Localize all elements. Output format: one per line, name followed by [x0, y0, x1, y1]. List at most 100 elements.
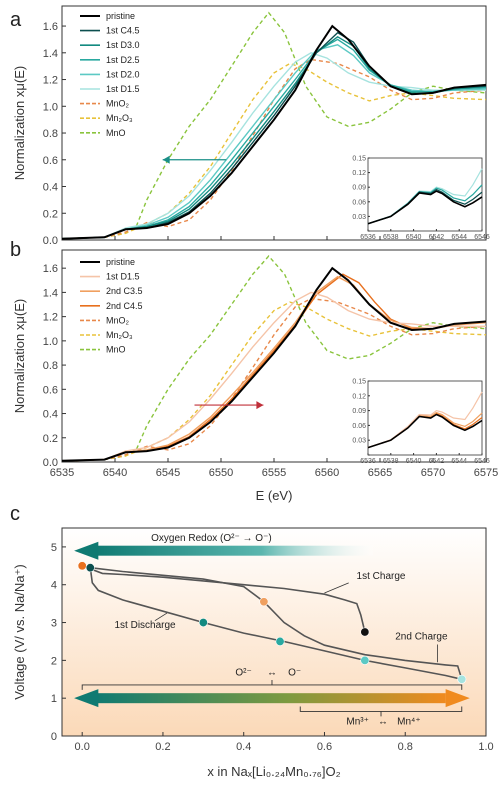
inset-y-tick-label: 0.06: [352, 423, 366, 430]
first-discharge-label: 1st Discharge: [114, 620, 176, 631]
x-tick-label: 6560: [315, 467, 339, 479]
inset-x-tick-label: 6546: [474, 234, 490, 241]
inset-x-tick-label: 6538: [383, 234, 399, 241]
y-tick-label: 0.4: [43, 182, 58, 194]
inset-x-tick-label: 6536: [360, 234, 376, 241]
x-tick-label: 0.4: [236, 741, 251, 753]
inset-y-tick-label: 0.12: [352, 393, 366, 400]
inset-y-tick-label: 0.15: [352, 156, 366, 163]
legend-label: 1st D2.5: [106, 55, 140, 65]
y-tick-label: 0.2: [43, 433, 58, 445]
y-tick-label: 1: [51, 693, 57, 705]
inset-b: 6536 6538 6540 6542 6544 6546 0.03 0.06 0.09 0.12…: [352, 379, 490, 466]
inset-a: 6536 6538 6540 6542 6544 6546 0.03 0.06 0.09 0.12…: [352, 156, 490, 242]
inset-series-line-1: [367, 391, 483, 449]
panel-c: 0.0 0.2 0.4 0.6 0.8 1.0 0 1 2 3 4 5 Oxygen Redox (O…: [51, 527, 494, 753]
x-axis-title-ab: E (eV): [256, 488, 293, 503]
state-marker: [360, 655, 370, 665]
series-line-b-6: [61, 255, 487, 462]
state-marker: [77, 561, 87, 571]
inset-series-line-0: [367, 190, 483, 225]
series-line-b-4: [61, 297, 487, 462]
series-line-a-4: [61, 44, 487, 240]
inset-x-tick-label: 6544: [451, 458, 467, 465]
first-charge-pointer: [324, 582, 349, 594]
series-line-a-8: [61, 11, 487, 240]
x-tick-label: 6550: [209, 467, 233, 479]
o-left-label: O²⁻: [235, 667, 251, 678]
legend-label: MnO₂: [106, 315, 130, 325]
inset-y-tick-label: 0.06: [352, 199, 366, 206]
inset-x-tick-label: 6544: [451, 234, 467, 241]
y-tick-label: 1.4: [43, 287, 58, 299]
redox-arrows-c: [74, 541, 470, 717]
mn-bracket: [299, 706, 463, 712]
legend-label: Mn₂O₃: [106, 330, 133, 340]
mn-o-arrow-head-left: [74, 689, 99, 708]
state-marker: [259, 597, 269, 607]
legend-a: pristine 1st C4.5 1st D3.0 1st D2.5 1st D2.0…: [80, 11, 140, 138]
first-discharge-pointer: [154, 612, 168, 621]
inset-y-tick-label: 0.15: [352, 379, 366, 386]
series-line-a-2: [61, 35, 487, 240]
oxygen-redox-label: Oxygen Redox (O²⁻ → O⁻): [151, 533, 272, 544]
inset-y-tick-label: 0.03: [352, 214, 366, 221]
series-group-a: [61, 11, 487, 240]
legend-label: 2nd C4.5: [106, 301, 143, 311]
mn-o-arrow-body: [94, 693, 446, 704]
x-tick-label: 0.0: [75, 741, 90, 753]
series-group-b: [61, 255, 487, 462]
panel-label-c: c: [10, 503, 20, 525]
tick-group-a: 0.0 0.2 0.4 0.6 0.8 1.0 1.2 1.4 1.6: [43, 21, 487, 247]
y-tick-label: 1.0: [43, 336, 58, 348]
x-tick-label: 6555: [262, 467, 286, 479]
inset-x-tick-label: 6540: [406, 458, 422, 465]
curve-2: [90, 566, 463, 680]
points-c: [77, 561, 467, 684]
panel-label-b: b: [10, 239, 21, 261]
legend-label: MnO₂: [106, 99, 130, 109]
shift-arrow-b: [194, 401, 264, 410]
x-tick-label: 0.6: [317, 741, 332, 753]
legend-label: 2nd C3.5: [106, 286, 143, 296]
y-tick-label: 0.6: [43, 155, 58, 167]
y-tick-label: 0.2: [43, 208, 58, 220]
legend-label: 1st D3.0: [106, 40, 140, 50]
x-tick-label: 1.0: [478, 741, 493, 753]
y-tick-label: 0.8: [43, 128, 58, 140]
y-axis-title-b: Normalization xμ(E): [12, 299, 27, 413]
annotations-c: Oxygen Redox (O²⁻ → O⁻) 1st Charge 1st Dis…: [114, 533, 447, 727]
state-marker: [275, 636, 285, 646]
series-line-b-1: [61, 291, 486, 462]
y-tick-label: 0.0: [43, 235, 58, 247]
oxygen-redox-arrow-body: [94, 545, 373, 556]
x-tick-label: 6565: [368, 467, 392, 479]
legend-label: 1st D2.0: [106, 69, 140, 79]
tick-group-b: 6535 6540 6545 6550 6555 6560 6565 6570 6575 0.0 0…: [43, 263, 499, 479]
inset-x-tick-label: 6542: [429, 458, 445, 465]
y-tick-label: 0.8: [43, 360, 58, 372]
y-tick-label: 3: [51, 618, 57, 630]
arrow-head: [256, 401, 264, 410]
series-line-a-5: [61, 52, 486, 240]
series-line-a-0: [61, 24, 487, 240]
y-tick-label: 0.6: [43, 384, 58, 396]
panel-a: 0.0 0.2 0.4 0.6 0.8 1.0 1.2 1.4 1.6 pristine 1st …: [43, 5, 490, 247]
state-marker: [457, 674, 467, 684]
y-tick-label: 0: [51, 731, 57, 743]
legend-label: pristine: [106, 11, 135, 21]
second-charge-label: 2nd Charge: [395, 632, 448, 643]
curve-0: [81, 565, 366, 633]
y-tick-label: 1.4: [43, 48, 58, 60]
legend-label: 1st D1.5: [106, 84, 140, 94]
inset-x-tick-label: 6542: [429, 234, 445, 241]
panel-label-a: a: [10, 9, 22, 31]
legend-label: 1st D1.5: [106, 272, 140, 282]
y-tick-label: 2: [51, 655, 57, 667]
mn-left-label: Mn³⁺: [346, 717, 369, 728]
state-marker: [85, 563, 95, 573]
first-charge-label: 1st Charge: [357, 571, 406, 582]
legend-label: Mn₂O₃: [106, 113, 133, 123]
y-axis-title-c: Voltage (V/ vs. Na/Na⁺): [12, 564, 27, 699]
mn-swap-glyph: ↔: [378, 717, 388, 728]
